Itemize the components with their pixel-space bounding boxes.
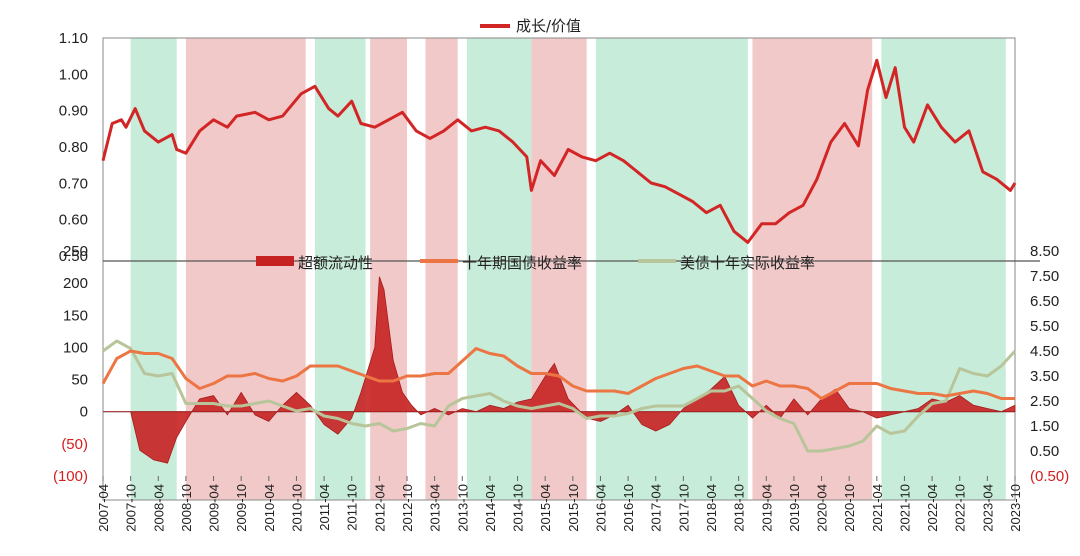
legend-swatch-liquidity — [256, 256, 294, 266]
x-tick-label: 2023-04 — [980, 484, 995, 532]
x-tick-label: 2017-10 — [676, 484, 691, 532]
legend-label-us-real: 美债十年实际收益率 — [680, 254, 815, 272]
regime-band-7 — [531, 38, 587, 500]
regime-band-8 — [595, 38, 748, 500]
x-tick-label: 2021-10 — [897, 484, 912, 532]
x-tick-label: 2013-04 — [428, 484, 443, 532]
x-tick-label: 2022-10 — [953, 484, 968, 532]
x-tick-label: 2009-10 — [234, 484, 249, 532]
top-y-tick-label: 0.80 — [59, 139, 88, 156]
x-tick-label: 2019-10 — [787, 484, 802, 532]
x-tick-label: 2020-10 — [842, 484, 857, 532]
x-tick-label: 2020-04 — [815, 484, 830, 532]
right-y-tick-label: 1.50 — [1030, 418, 1059, 435]
left-y-tick-label: (50) — [61, 436, 88, 453]
top-y-axis: 1.10 1.00 0.90 0.80 0.70 0.60 0.50 — [59, 30, 88, 265]
right-y-tick-label: (0.50) — [1030, 468, 1069, 485]
right-y-tick-label: 8.50 — [1030, 243, 1059, 260]
x-tick-label: 2010-10 — [289, 484, 304, 532]
right-y-tick-label: 6.50 — [1030, 293, 1059, 310]
top-y-tick-label: 0.60 — [59, 212, 88, 229]
series-us-real-yield-line — [102, 339, 1017, 453]
x-tick-label: 2016-10 — [621, 484, 636, 532]
x-tick-label: 2022-04 — [925, 484, 940, 532]
watermark-logo-icon — [13, 529, 31, 547]
right-y-tick-label: 4.50 — [1030, 343, 1059, 360]
regime-band-9 — [752, 38, 873, 500]
top-y-tick-label: 0.50 — [59, 248, 88, 265]
series-growth-value-line — [101, 58, 1017, 244]
regime-band-5 — [425, 38, 458, 500]
x-tick-label: 2021-04 — [870, 484, 885, 532]
right-y-tick-label: 3.50 — [1030, 368, 1059, 385]
x-tick-label: 2023-10 — [1008, 484, 1023, 532]
series-cn-bond-yield-line — [101, 347, 1015, 400]
bottom-y-axes: 250 200 150 100 50 0 (50) (100) 8.50 7.50 6.50 5.50… — [53, 243, 1069, 485]
watermark-text: 大数据 — [50, 530, 95, 548]
left-y-tick-label: 50 — [71, 372, 88, 389]
watermark: 大数据 — [13, 529, 95, 548]
x-tick-label: 2017-04 — [649, 484, 664, 532]
left-y-tick-label: 100 — [63, 339, 88, 356]
x-tick-label: 2009-04 — [207, 484, 222, 532]
left-y-tick-label: 200 — [63, 275, 88, 292]
x-tick-label: 2010-04 — [262, 484, 277, 532]
x-tick-label: 2008-10 — [179, 484, 194, 532]
legend-label-liquidity: 超额流动性 — [298, 254, 373, 272]
regime-bands — [130, 38, 1006, 500]
left-y-tick-label: 0 — [80, 404, 88, 421]
right-y-tick-label: 0.50 — [1030, 443, 1059, 460]
x-tick-label: 2008-04 — [151, 484, 166, 532]
x-tick-label: 2012-04 — [372, 484, 387, 532]
x-tick-label: 2016-04 — [593, 484, 608, 532]
x-tick-label: 2012-10 — [400, 484, 415, 532]
x-tick-label: 2007-10 — [124, 484, 139, 532]
legend-label-growth-value: 成长/价值 — [516, 17, 581, 35]
x-tick-label: 2011-04 — [317, 484, 332, 531]
x-axis: 2007-04 2007-10 2008-04 2008-10 2009-04 2009-… — [96, 476, 1023, 532]
legend-label-cn-bond: 十年期国债收益率 — [462, 254, 582, 272]
top-y-tick-label: 0.90 — [59, 103, 88, 120]
top-y-tick-label: 1.00 — [59, 66, 88, 83]
top-y-tick-label: 1.10 — [59, 30, 88, 47]
regime-band-6 — [466, 38, 532, 500]
x-tick-label: 2019-04 — [759, 484, 774, 532]
x-tick-label: 2015-04 — [538, 484, 553, 532]
x-tick-label: 2007-04 — [96, 484, 111, 532]
top-y-tick-label: 0.70 — [59, 175, 88, 192]
right-y-tick-label: 5.50 — [1030, 318, 1059, 335]
x-tick-label: 2014-10 — [511, 484, 526, 532]
x-tick-label: 2018-10 — [732, 484, 747, 532]
plot-border — [102, 37, 1016, 501]
right-y-tick-label: 2.50 — [1030, 393, 1059, 410]
series-lines — [101, 58, 1017, 453]
left-y-tick-label: 150 — [63, 307, 88, 324]
left-y-tick-label: (100) — [53, 468, 88, 485]
right-y-tick-label: 7.50 — [1030, 268, 1059, 285]
left-y-tick-label: 250 — [63, 243, 88, 260]
x-tick-label: 2011-10 — [345, 484, 360, 531]
legends: 成长/价值 超额流动性 十年期国债收益率 美债十年实际收益率 — [256, 17, 815, 272]
x-tick-label: 2013-10 — [455, 484, 470, 532]
regime-band-2 — [185, 38, 306, 500]
x-tick-label: 2018-04 — [704, 484, 719, 532]
x-tick-label: 2014-04 — [483, 484, 498, 532]
x-tick-label: 2015-10 — [566, 484, 581, 532]
